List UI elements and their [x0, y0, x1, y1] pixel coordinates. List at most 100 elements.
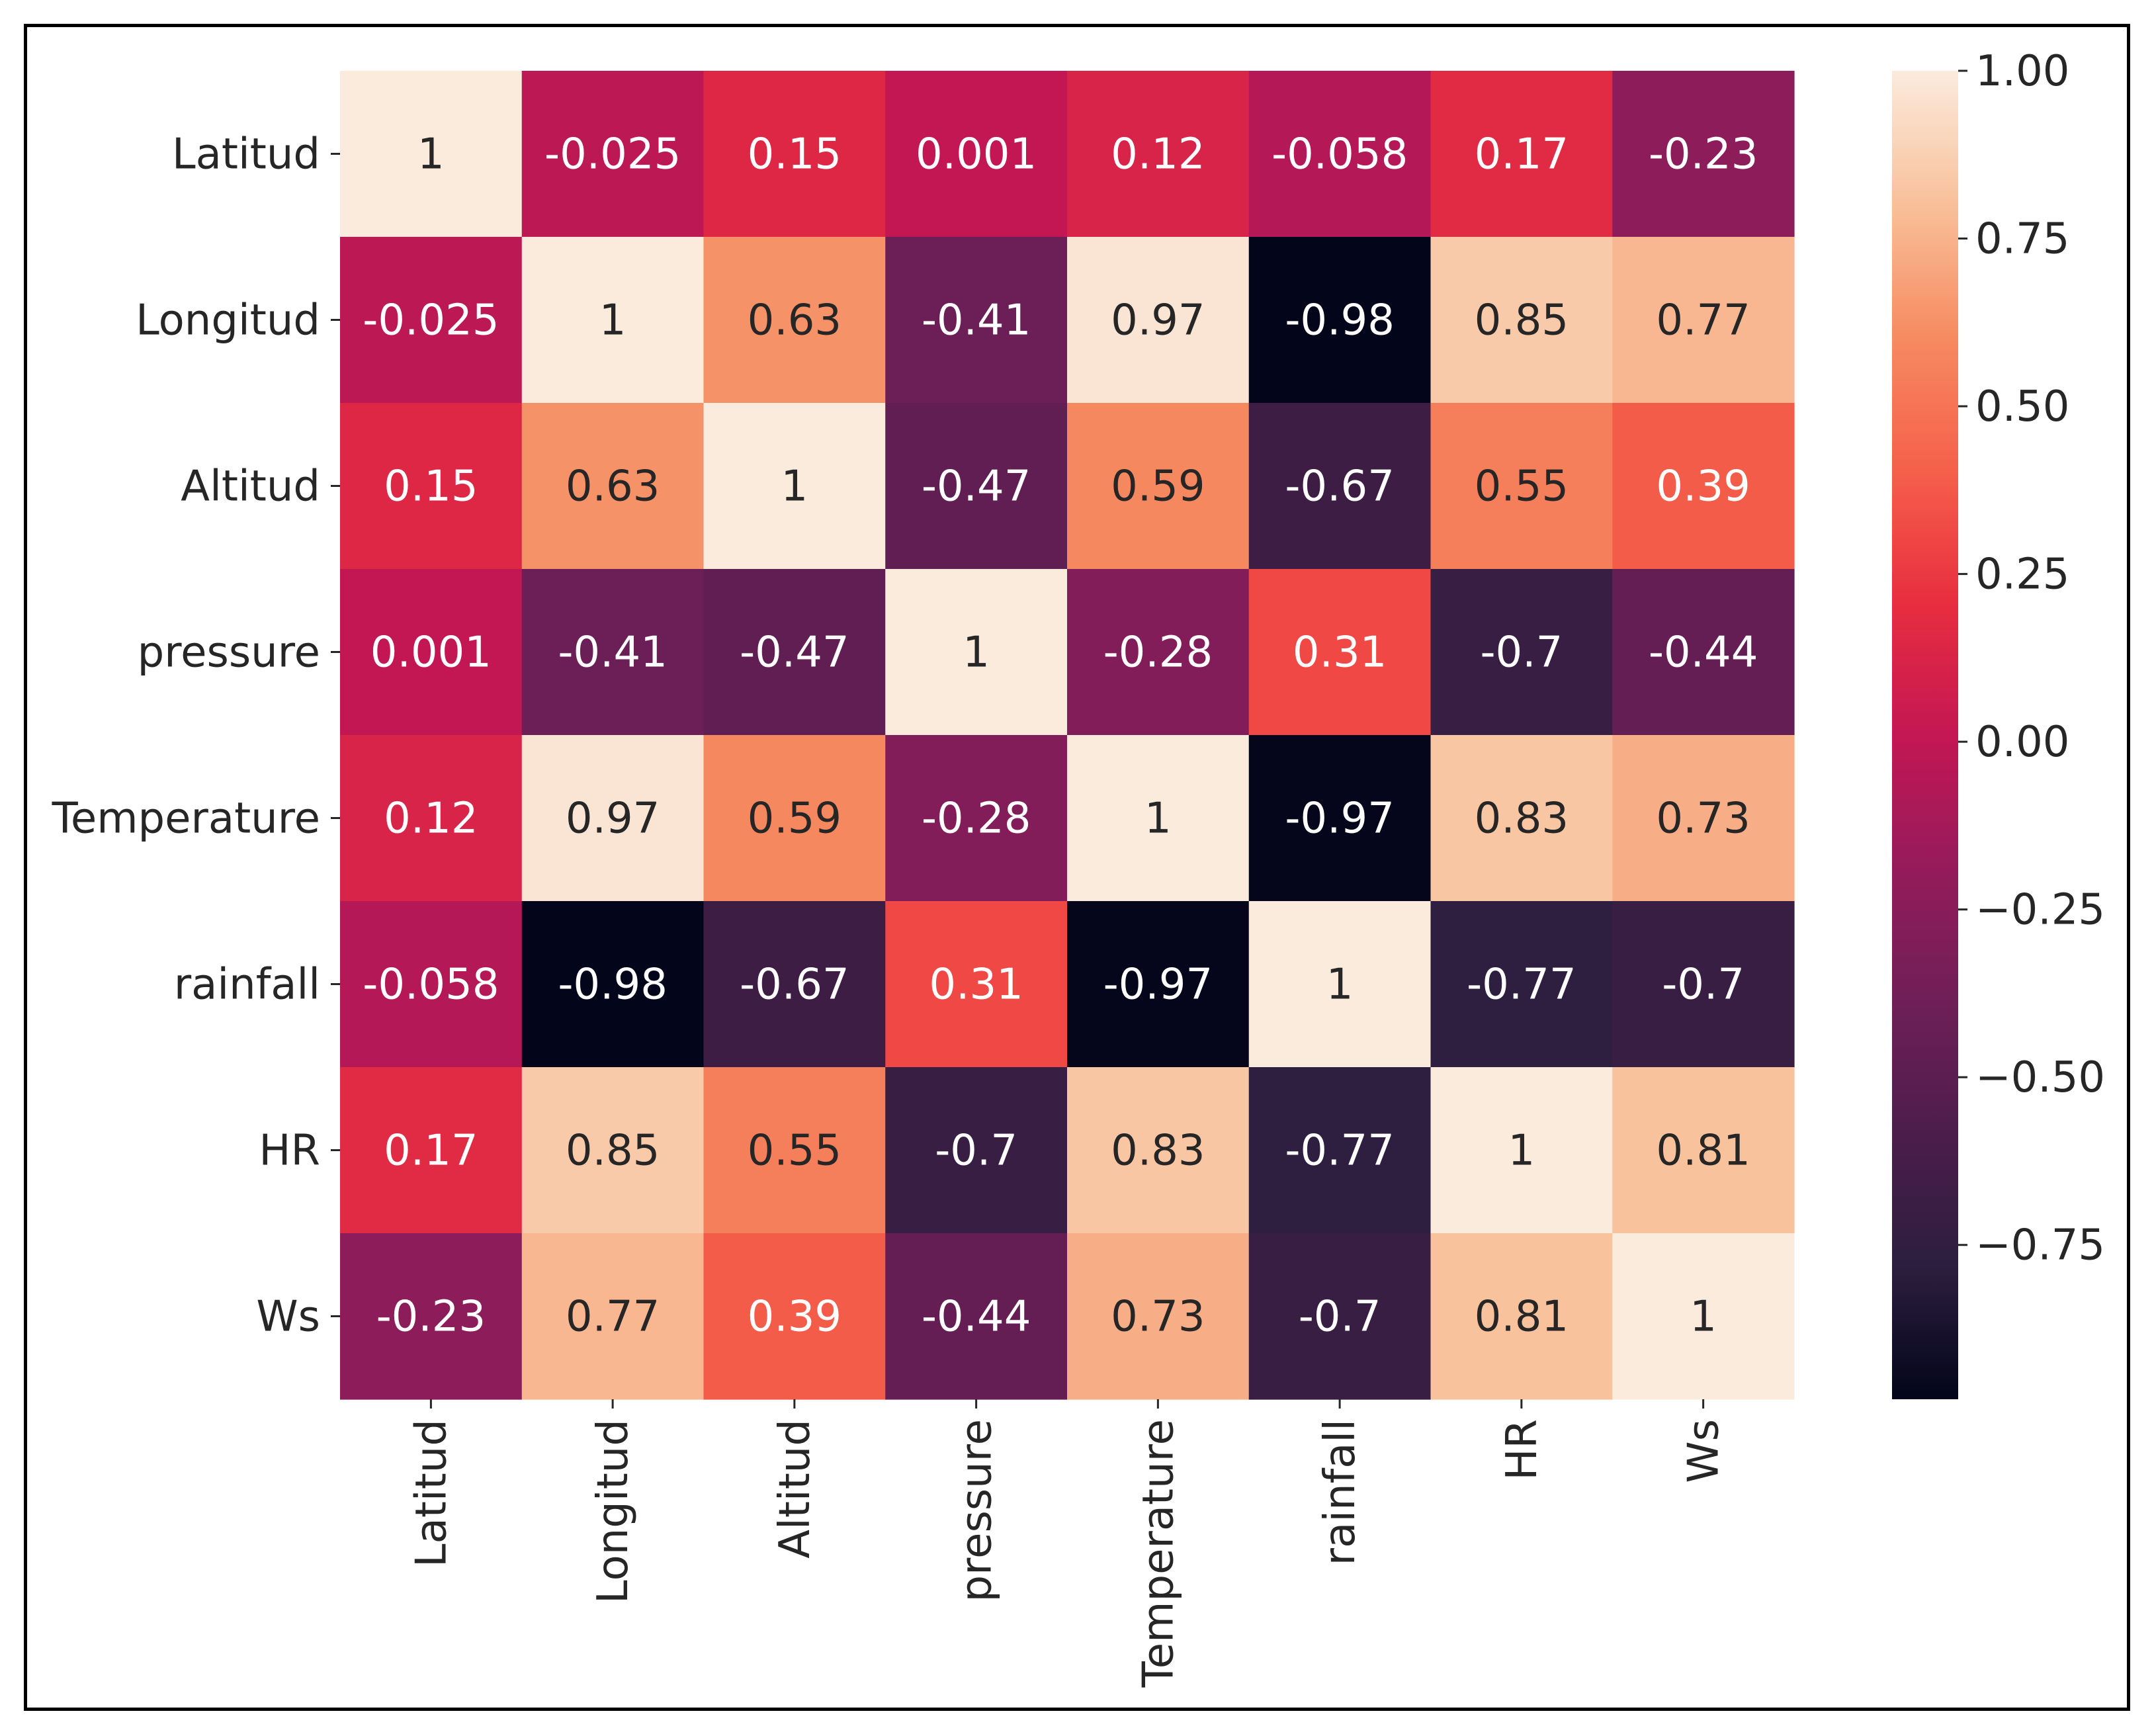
cell-value-label: -0.77 — [1467, 961, 1576, 1010]
cell-value-label: -0.47 — [740, 629, 849, 677]
heatmap-cell — [885, 569, 1068, 736]
heatmap-cell — [885, 71, 1068, 238]
heatmap-cell — [1430, 71, 1613, 238]
x-tick-label: Ws — [1680, 1419, 1729, 1483]
cell-value-label: 0.55 — [1475, 462, 1569, 511]
cell-value-label: 0.001 — [370, 629, 492, 677]
heatmap-cell — [521, 1067, 705, 1234]
heatmap-cell — [703, 569, 886, 736]
heatmap-cell — [521, 237, 705, 404]
cell-value-label: -0.97 — [1103, 961, 1213, 1010]
heatmap-cell — [521, 71, 705, 238]
heatmap-cell — [1248, 569, 1432, 736]
heatmap-cell — [703, 901, 886, 1068]
cell-value-label: 0.55 — [748, 1127, 842, 1176]
heatmap-cell — [340, 569, 523, 736]
heatmap-cell — [1612, 735, 1795, 902]
heatmap-cell — [1067, 1233, 1250, 1400]
heatmap-cell — [1067, 71, 1250, 238]
cell-value-label: -0.41 — [558, 629, 668, 677]
heatmap-cell — [521, 569, 705, 736]
cell-value-label: -0.025 — [363, 296, 499, 345]
cell-value-label: 0.12 — [384, 795, 478, 844]
cell-value-label: 0.97 — [1111, 296, 1205, 345]
heatmap-cell — [1067, 569, 1250, 736]
cell-value-label: 0.15 — [748, 130, 842, 179]
heatmap-cell — [340, 735, 523, 902]
colorbar-tick-label: −0.50 — [1975, 1053, 2105, 1102]
heatmap-cell — [703, 1067, 886, 1234]
heatmap-cell — [1430, 901, 1613, 1068]
cell-value-label: -0.7 — [1480, 629, 1563, 677]
x-tick-label: pressure — [953, 1419, 1002, 1602]
heatmap-cell — [1067, 237, 1250, 404]
cell-value-label: 0.73 — [1111, 1293, 1205, 1342]
heatmap-cell — [703, 1233, 886, 1400]
cell-value-label: -0.7 — [1299, 1293, 1381, 1342]
y-tick-label: rainfall — [174, 961, 320, 1010]
cell-value-label: 0.63 — [566, 462, 660, 511]
cell-value-label: -0.28 — [1103, 629, 1213, 677]
heatmap-cell — [885, 403, 1068, 570]
cell-value-label: -0.7 — [1662, 961, 1745, 1010]
cell-value-label: 0.31 — [1293, 629, 1387, 677]
cell-value-label: -0.97 — [1285, 795, 1395, 844]
heatmap-cell — [1612, 403, 1795, 570]
cell-value-label: 0.63 — [748, 296, 842, 345]
heatmap-cell — [521, 901, 705, 1068]
cell-value-label: -0.67 — [740, 961, 849, 1010]
heatmap-cell — [1430, 237, 1613, 404]
cell-value-label: -0.058 — [363, 961, 499, 1010]
cell-value-label: 0.81 — [1656, 1127, 1750, 1176]
cell-value-label: -0.058 — [1271, 130, 1408, 179]
y-tick-label: Ws — [256, 1293, 320, 1342]
x-tick-label: HR — [1498, 1419, 1547, 1481]
heatmap-cell — [340, 71, 523, 238]
x-tick-label: Altitud — [771, 1419, 820, 1559]
heatmap-cell — [340, 403, 523, 570]
heatmap-cell — [885, 735, 1068, 902]
cell-value-label: 1 — [1144, 795, 1172, 844]
heatmap-cell — [1612, 71, 1795, 238]
x-tick-label: Temperature — [1134, 1419, 1183, 1688]
y-tick-label: Longitud — [136, 296, 320, 345]
x-tick-label: Longitud — [589, 1419, 638, 1604]
cell-value-label: 1 — [1326, 961, 1354, 1010]
cell-value-label: -0.23 — [376, 1293, 486, 1342]
colorbar-tick-label: 0.75 — [1975, 215, 2070, 264]
heatmap-cell — [1612, 1233, 1795, 1400]
cell-value-label: -0.7 — [935, 1127, 1017, 1176]
heatmap-cell — [340, 1233, 523, 1400]
heatmap-cell — [1430, 403, 1613, 570]
heatmap-cell — [1430, 735, 1613, 902]
heatmap-cell — [885, 901, 1068, 1068]
y-tick-label: Latitud — [172, 130, 320, 179]
cell-value-label: 0.83 — [1475, 795, 1569, 844]
x-tick-label: rainfall — [1316, 1419, 1365, 1565]
heatmap-cell — [340, 237, 523, 404]
cell-value-label: 0.001 — [916, 130, 1037, 179]
heatmap-cell — [703, 71, 886, 238]
y-tick-label: Temperature — [52, 795, 320, 844]
heatmap-cell — [1430, 1067, 1613, 1234]
heatmap-cell — [1612, 1067, 1795, 1234]
heatmap-cell — [885, 1067, 1068, 1234]
y-tick-label: Altitud — [181, 462, 320, 511]
cell-value-label: 0.77 — [1656, 296, 1750, 345]
cell-value-label: -0.67 — [1285, 462, 1395, 511]
cell-value-label: 0.59 — [1111, 462, 1205, 511]
heatmap-cell — [521, 403, 705, 570]
heatmap-cell — [1430, 1233, 1613, 1400]
cell-value-label: -0.77 — [1285, 1127, 1395, 1176]
cell-value-label: 0.17 — [384, 1127, 478, 1176]
cell-value-label: 0.83 — [1111, 1127, 1205, 1176]
cell-value-label: 1 — [599, 296, 626, 345]
cell-value-label: -0.98 — [558, 961, 668, 1010]
heatmap-cell — [1612, 569, 1795, 736]
colorbar-tick-label: 1.00 — [1975, 47, 2070, 96]
colorbar-tick-label: 0.50 — [1975, 382, 2070, 431]
cell-value-label: 0.15 — [384, 462, 478, 511]
colorbar-tick-label: 0.25 — [1975, 550, 2070, 599]
cell-value-label: -0.41 — [922, 296, 1031, 345]
